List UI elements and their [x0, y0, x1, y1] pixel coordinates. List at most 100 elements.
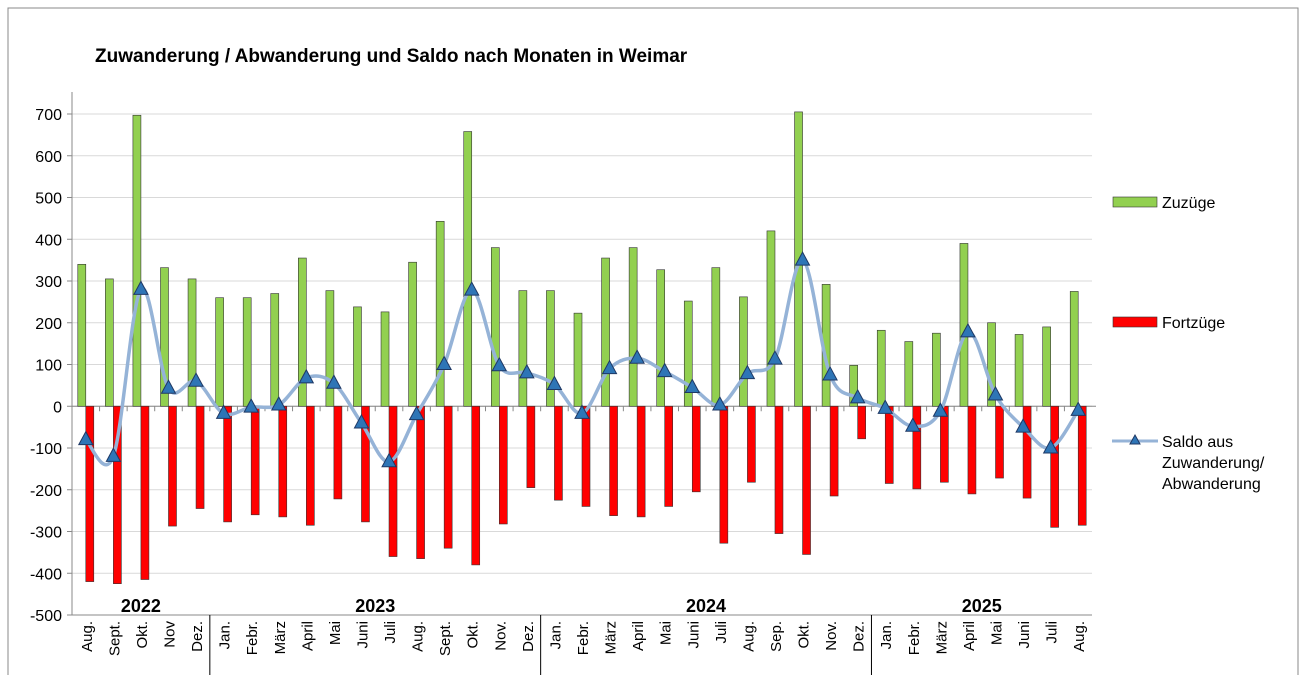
bar	[490, 247, 500, 407]
bar	[719, 405, 729, 544]
legend-label: Fortzüge	[1162, 315, 1226, 332]
bar	[526, 405, 536, 488]
saldo-marker	[546, 375, 563, 391]
saldo-marker	[353, 413, 370, 429]
bar	[471, 405, 481, 566]
x-tick-label: Sep.	[768, 621, 785, 652]
y-tick-label: 200	[35, 316, 62, 333]
bar	[1077, 405, 1087, 526]
x-tick-label: Sept.	[106, 621, 123, 656]
bar	[223, 405, 232, 523]
bar	[242, 297, 252, 407]
y-tick-label: -400	[30, 566, 62, 583]
x-tick-label: Juli	[1044, 621, 1061, 644]
x-tick-label: Juli	[713, 621, 730, 644]
x-tick-label: Nov.	[823, 621, 840, 651]
bar	[380, 311, 390, 407]
bar	[554, 405, 563, 501]
saldo-marker	[77, 430, 94, 446]
y-tick-label: -500	[30, 608, 62, 625]
bar	[739, 296, 748, 407]
saldo-marker	[904, 417, 921, 432]
swatch	[1112, 196, 1158, 208]
bar	[636, 405, 646, 518]
bar	[932, 332, 941, 407]
swatch-marker	[1129, 433, 1141, 445]
chart-title: Zuwanderung / Abwanderung und Saldo nach…	[95, 46, 688, 67]
x-tick-label: Aug.	[1071, 621, 1088, 652]
saldo-marker	[739, 364, 756, 380]
saldo-marker	[877, 399, 894, 414]
saldo-marker	[160, 379, 177, 394]
x-tick-label: Febr.	[244, 621, 261, 655]
bar	[1014, 334, 1024, 407]
frame	[7, 7, 1299, 675]
bar	[546, 290, 555, 407]
x-tick-label: Juli	[382, 621, 399, 644]
saldo-marker	[1015, 418, 1031, 433]
bar	[187, 278, 197, 407]
bar	[1042, 326, 1051, 407]
x-tick-label: Febr.	[906, 621, 923, 655]
bar	[408, 261, 417, 407]
year-label: 2023	[355, 596, 395, 616]
x-tick-label: Juni	[685, 621, 702, 649]
x-tick-label: Aug.	[410, 621, 427, 652]
bar	[857, 405, 866, 440]
bar	[361, 405, 370, 523]
x-tick-label: Okt.	[465, 621, 482, 649]
x-tick-label: Jan.	[878, 621, 895, 649]
saldo-marker	[133, 280, 149, 295]
bar	[967, 405, 977, 495]
bar	[443, 405, 453, 549]
bar	[132, 114, 142, 407]
saldo-marker	[767, 350, 783, 365]
bar	[829, 405, 839, 497]
bar	[140, 405, 150, 580]
saldo-marker	[326, 374, 342, 389]
saldo-marker	[491, 356, 508, 372]
saldo-marker	[408, 405, 425, 421]
swatch	[1112, 316, 1158, 328]
saldo-marker	[712, 395, 728, 411]
saldo-marker	[656, 362, 673, 378]
x-tick-label: Nov.	[492, 621, 509, 651]
y-tick-label: 600	[35, 149, 62, 166]
x-tick-label: Okt.	[134, 621, 151, 649]
bar	[609, 405, 618, 516]
bar	[195, 405, 205, 509]
bar	[581, 405, 591, 507]
bar	[435, 220, 445, 407]
bar	[215, 297, 224, 407]
bar	[904, 341, 914, 407]
legend-swatch	[1112, 316, 1158, 328]
bar	[113, 405, 122, 584]
bar	[884, 405, 894, 484]
bar	[1050, 405, 1059, 528]
saldo-marker	[849, 388, 866, 404]
bar	[105, 278, 114, 407]
y-tick-label: -100	[30, 441, 62, 458]
bar	[959, 243, 969, 407]
bar	[766, 230, 776, 407]
saldo-marker	[574, 404, 590, 419]
saldo-marker	[298, 368, 315, 384]
bar	[325, 290, 335, 407]
year-label: 2025	[962, 596, 1002, 616]
saldo-marker	[822, 365, 838, 381]
bar	[711, 267, 721, 407]
saldo-marker	[1070, 401, 1087, 416]
legend-item: Fortzüge	[1112, 313, 1297, 334]
y-tick-label: -300	[30, 525, 62, 542]
bar	[656, 269, 666, 407]
bar	[664, 405, 674, 507]
bar	[168, 405, 177, 527]
saldo-marker	[215, 404, 232, 419]
saldo-marker	[794, 251, 811, 266]
y-tick-label: 100	[35, 358, 62, 375]
y-tick-label: -200	[30, 483, 62, 500]
x-tick-label: Dez.	[851, 621, 868, 652]
x-tick-label: April	[961, 621, 978, 651]
saldo-marker	[960, 322, 976, 338]
bar	[628, 247, 638, 407]
